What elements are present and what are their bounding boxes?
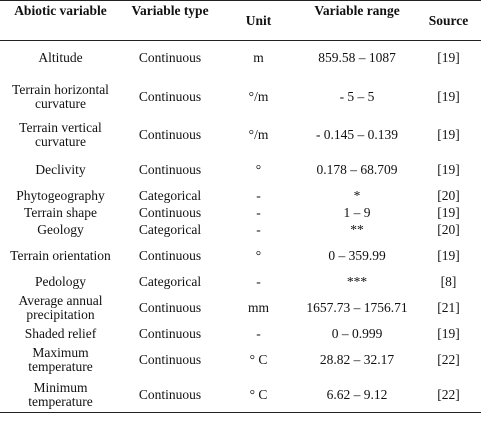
cell-variable: Shaded relief	[24, 326, 97, 341]
cell-type: Continuous	[121, 377, 219, 413]
cell-source: [19]	[437, 248, 460, 263]
cell-unit: ° C	[249, 352, 268, 367]
cell-source: [8]	[440, 274, 457, 289]
cell-variable: Terrain horizontal curvature	[12, 81, 109, 111]
cell-range: 859.58 – 1087	[318, 50, 396, 66]
cell-unit: -	[256, 188, 261, 203]
cell-unit: m	[253, 50, 264, 66]
table-row: Minimum temperature Continuous ° C 6.62 …	[0, 377, 481, 413]
header-unit: Unit	[219, 0, 298, 41]
cell-variable: Altitude	[38, 50, 83, 66]
table-row: Declivity Continuous ° 0.178 – 68.709 [1…	[0, 153, 481, 188]
cell-unit: °	[255, 248, 262, 263]
table-row: Average annual precipitation Continuous …	[0, 291, 481, 326]
cell-source: [20]	[437, 222, 460, 237]
cell-range: 1 – 9	[343, 205, 371, 220]
table-row: Terrain shape Continuous - 1 – 9 [19]	[0, 205, 481, 222]
cell-source: [20]	[437, 188, 460, 203]
table-row: Terrain horizontal curvature Continuous …	[0, 76, 481, 118]
cell-range: 0.178 – 68.709	[316, 162, 398, 177]
cell-unit: °/m	[248, 88, 269, 104]
table-row: Maximum temperature Continuous ° C 28.82…	[0, 343, 481, 378]
cell-type: Categorical	[138, 222, 202, 237]
cell-source: [19]	[437, 326, 460, 341]
table-row: Altitude Continuous m 859.58 – 1087 [19]	[0, 41, 481, 76]
table-row: Terrain vertical curvature Continuous °/…	[0, 118, 481, 153]
cell-unit: °/m	[248, 127, 269, 142]
cell-type: Continuous	[138, 205, 202, 220]
cell-unit: -	[256, 222, 261, 237]
cell-range: - 5 – 5	[339, 88, 375, 104]
abiotic-variables-table: Abiotic variable Variable type Unit Vari…	[0, 0, 481, 413]
cell-source: [19]	[437, 88, 460, 104]
header-source: Source	[416, 0, 481, 41]
cell-source: [22]	[437, 352, 460, 367]
cell-source: [19]	[437, 127, 460, 142]
table-header-row: Abiotic variable Variable type Unit Vari…	[0, 0, 481, 41]
cell-source: [19]	[437, 162, 460, 177]
cell-range: 1657.73 – 1756.71	[306, 300, 408, 315]
cell-variable: Terrain shape	[24, 205, 97, 220]
cell-range: 28.82 – 32.17	[319, 352, 395, 367]
table-row: Pedology Categorical - *** [8]	[0, 274, 481, 291]
header-abiotic-variable: Abiotic variable	[0, 0, 121, 41]
cell-type: Continuous	[138, 162, 202, 177]
cell-range: **	[350, 222, 364, 237]
cell-variable: Geology	[37, 222, 84, 237]
cell-variable: Terrain orientation	[10, 248, 111, 263]
cell-unit: ° C	[219, 377, 298, 413]
cell-variable: Pedology	[34, 274, 86, 289]
cell-unit: °	[255, 162, 262, 177]
cell-source: [21]	[437, 300, 460, 315]
cell-type: Categorical	[138, 274, 202, 289]
cell-source: [22]	[416, 377, 481, 413]
table-row: Terrain orientation Continuous ° 0 – 359…	[0, 239, 481, 274]
header-variable-range: Variable range	[298, 0, 416, 41]
cell-range: *	[353, 188, 361, 203]
cell-variable: Phytogeography	[16, 188, 105, 203]
cell-unit: mm	[247, 300, 269, 315]
cell-variable: Declivity	[35, 162, 86, 177]
cell-range: 0 – 0.999	[331, 326, 383, 341]
cell-type: Continuous	[138, 300, 202, 315]
cell-variable: Minimum temperature	[0, 377, 121, 413]
cell-range: ***	[346, 274, 368, 289]
cell-source: [19]	[437, 50, 460, 66]
cell-range: - 0.145 – 0.139	[315, 127, 399, 142]
cell-variable: Terrain vertical curvature	[19, 120, 102, 149]
table-row: Shaded relief Continuous - 0 – 0.999 [19…	[0, 326, 481, 343]
table-row: Phytogeography Categorical - * [20]	[0, 188, 481, 205]
cell-range: 6.62 – 9.12	[298, 377, 416, 413]
table-row: Geology Categorical - ** [20]	[0, 222, 481, 239]
cell-type: Categorical	[138, 188, 202, 203]
cell-type: Continuous	[138, 326, 202, 341]
header-variable-type: Variable type	[121, 0, 219, 41]
cell-unit: -	[256, 205, 261, 220]
cell-range: 0 – 359.99	[328, 248, 386, 263]
cell-type: Continuous	[138, 88, 202, 104]
cell-source: [19]	[437, 205, 460, 220]
cell-type: Continuous	[138, 248, 202, 263]
cell-variable: Maximum temperature	[28, 345, 93, 374]
cell-variable: Average annual precipitation	[18, 293, 103, 322]
cell-type: Continuous	[138, 352, 202, 367]
cell-type: Continuous	[138, 50, 202, 66]
cell-unit: -	[256, 274, 261, 289]
cell-unit: -	[256, 326, 261, 341]
cell-type: Continuous	[138, 127, 202, 142]
